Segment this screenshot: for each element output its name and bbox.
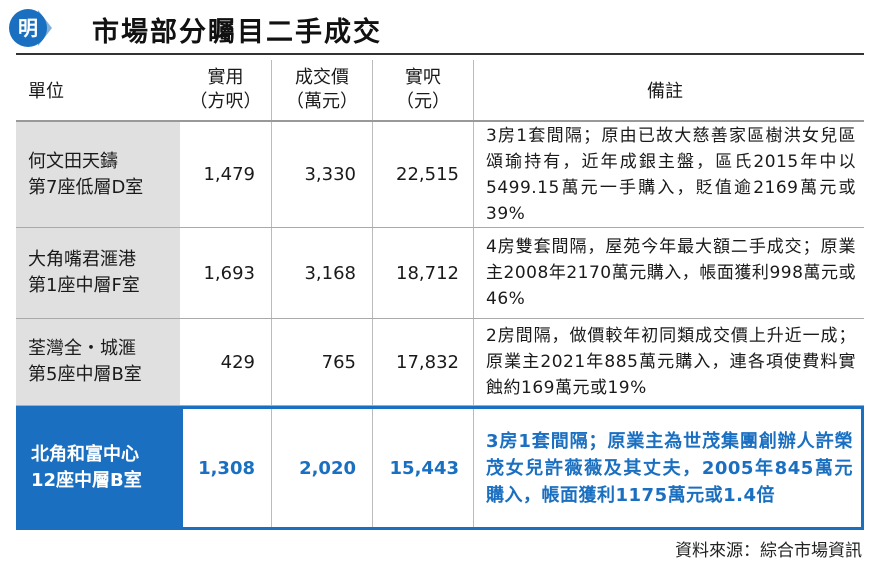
ppsf-value: 15,443 (389, 457, 459, 479)
newspaper-logo-icon: 明 (9, 9, 52, 47)
unit-name: 何文田天鑄 第7座低層D室 (28, 150, 144, 198)
source-credit: 資料來源：綜合市場資訊 (675, 541, 862, 561)
price-value: 765 (321, 351, 356, 373)
col-header-price-line2: （萬元） (286, 91, 358, 112)
note-text: 3房1套間隔；原由已故大慈善家區樹洪女兒區頌瑜持有，近年成銀主盤，區氏2015年… (486, 125, 856, 224)
area-value: 429 (220, 351, 255, 373)
note-text: 4房雙套間隔，屋苑今年最大額二手成交；原業主2008年2170萬元購入，帳面獲利… (486, 237, 856, 309)
col-header-note: 備註 (473, 60, 864, 120)
col-header-unit: 單位 (16, 60, 180, 120)
note-text: 2房間隔，做價較年初同類成交價上升近一成；原業主2021年885萬元購入，連各項… (486, 326, 856, 398)
price-value: 3,168 (304, 262, 356, 284)
transactions-table: 單位 實用 （方呎） 成交價 （萬元） 實呎 （元） 備註 何文田天鑄 第7座低… (16, 60, 864, 530)
area-value: 1,479 (203, 164, 255, 185)
table-row: 大角嘴君滙港 第1座中層F室 1,693 3,168 18,712 4房雙套間隔… (16, 228, 864, 319)
col-header-ppsf: 實呎 （元） (372, 60, 473, 120)
ppsf-value: 17,832 (396, 351, 459, 373)
highlighted-table-row: 北角和富中心 12座中層B室 1,308 2,020 15,443 3房1套間隔… (16, 406, 864, 530)
col-header-price: 成交價 （萬元） (271, 60, 372, 120)
unit-name: 大角嘴君滙港 第1座中層F室 (28, 249, 140, 296)
col-header-area-line2: （方呎） (189, 91, 262, 112)
ppsf-value: 18,712 (396, 262, 459, 284)
table-row: 荃灣全・城滙 第5座中層B室 429 765 17,832 2房間隔，做價較年初… (16, 319, 864, 406)
logo-char: 明 (18, 16, 38, 40)
table-row: 何文田天鑄 第7座低層D室 1,479 3,330 22,515 3房1套間隔；… (16, 122, 864, 228)
title-bar: 明 市場部分矚目二手成交 (8, 6, 448, 48)
col-header-price-line1: 成交價 (295, 67, 349, 88)
col-header-ppsf-line1: 實呎 (405, 67, 441, 88)
ppsf-value: 22,515 (396, 164, 459, 185)
col-header-ppsf-line2: （元） (396, 91, 450, 112)
page-title: 市場部分矚目二手成交 (92, 17, 382, 48)
price-value: 3,330 (304, 164, 356, 185)
price-value: 2,020 (299, 457, 356, 479)
col-header-area-line1: 實用 (207, 67, 244, 88)
unit-name: 北角和富中心 12座中層B室 (31, 444, 142, 491)
note-text: 3房1套間隔；原業主為世茂集團創辦人許榮茂女兒許薇薇及其丈夫，2005年845萬… (486, 430, 853, 506)
area-value: 1,693 (203, 262, 255, 284)
area-value: 1,308 (198, 457, 255, 479)
title-divider (16, 53, 864, 55)
unit-name: 荃灣全・城滙 第5座中層B室 (28, 338, 142, 385)
col-header-area: 實用 （方呎） (180, 60, 271, 120)
table-header-row: 單位 實用 （方呎） 成交價 （萬元） 實呎 （元） 備註 (16, 60, 864, 122)
